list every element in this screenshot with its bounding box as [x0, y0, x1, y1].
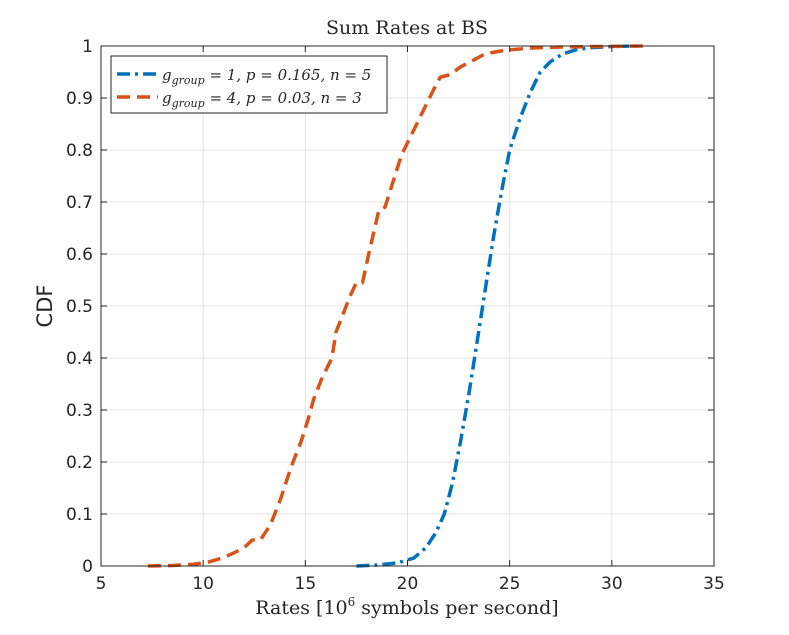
y-tick-label: 0.5 [66, 297, 93, 317]
grid-lines [101, 46, 714, 566]
x-axis-title: Rates [106 symbols per second] [255, 595, 558, 619]
legend-box [110, 55, 388, 114]
y-tick-labels: 0 0.1 0.2 0.3 0.4 0.5 0.6 0.7 0.8 0.9 1 [66, 37, 93, 577]
y-tick-label: 0.1 [66, 505, 93, 525]
x-tick-label: 25 [499, 574, 521, 594]
legend-label-series-2-rest: = 4, p = 0.03, n = 3 [205, 89, 362, 107]
legend-label-series-2: ggroup = 4, p = 0.03, n = 3 [162, 89, 362, 110]
tick-marks [100, 45, 715, 567]
series-group [147, 44, 645, 568]
y-tick-label: 0.6 [66, 245, 93, 265]
legend-label-series-1-sub: group [172, 74, 205, 87]
y-tick-label: 0.9 [66, 89, 93, 109]
y-tick-label: 0 [82, 557, 93, 577]
legend-label-series-1: ggroup = 1, p = 0.165, n = 5 [162, 66, 371, 87]
legend-label-series-2-main: g [162, 89, 172, 107]
legend-label-series-1-main: g [162, 66, 172, 84]
x-tick-label: 10 [192, 574, 214, 594]
y-tick-label: 0.7 [66, 193, 93, 213]
y-tick-label: 0.2 [66, 453, 93, 473]
x-axis-title-suffix: symbols per second] [355, 597, 558, 619]
legend-label-series-2-sub: group [172, 97, 205, 110]
y-tick-label: 0.8 [66, 141, 93, 161]
x-tick-labels: 5 10 15 20 25 30 35 [96, 574, 725, 594]
series-line-2 [147, 44, 645, 568]
x-tick-label: 15 [295, 574, 317, 594]
legend-label-series-1-rest: = 1, p = 0.165, n = 5 [205, 66, 372, 84]
y-tick-label: 0.3 [66, 401, 93, 421]
y-tick-label: 1 [82, 37, 93, 57]
y-axis-title: CDF [33, 285, 57, 328]
x-axis-title-exponent: 6 [348, 595, 356, 609]
legend: ggroup = 1, p = 0.165, n = 5 ggroup = 4,… [110, 55, 388, 114]
x-tick-label: 20 [397, 574, 419, 594]
x-tick-label: 5 [96, 574, 107, 594]
chart-title: Sum Rates at BS [326, 17, 488, 39]
x-tick-label: 35 [703, 574, 725, 594]
series-line-1 [356, 44, 637, 568]
x-tick-label: 30 [601, 574, 623, 594]
x-axis-title-prefix: Rates [10 [255, 597, 347, 619]
y-tick-label: 0.4 [66, 349, 93, 369]
